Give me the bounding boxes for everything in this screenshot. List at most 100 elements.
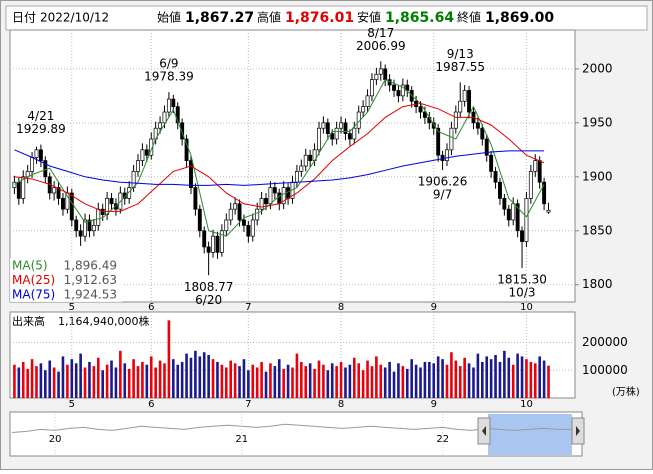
- candle-body: [281, 187, 286, 205]
- candle-body: [537, 160, 542, 183]
- legend-value: 1,896.49: [64, 259, 117, 273]
- volume-bar: [485, 356, 489, 398]
- handle-arrow: [576, 426, 580, 436]
- candle-body: [528, 171, 533, 199]
- candle-body: [480, 127, 485, 140]
- volume-bar: [88, 361, 91, 398]
- volume-bar: [238, 366, 241, 398]
- quote-value: 1,865.64: [385, 10, 454, 26]
- candle-body: [268, 187, 273, 205]
- date-label: 日付: [12, 11, 36, 25]
- candle-body: [74, 219, 79, 232]
- volume-bar: [141, 361, 144, 398]
- candle-body: [378, 68, 383, 75]
- candle-body: [189, 160, 193, 188]
- x-tick-label: 8: [338, 302, 344, 313]
- volume-unit: (万株): [612, 385, 640, 398]
- candle-body: [365, 95, 370, 107]
- volume-bar: [273, 366, 277, 398]
- volume-total: 1,164,940,000株: [58, 314, 149, 328]
- volume-bar: [450, 352, 453, 398]
- x-tick-label: 22: [436, 434, 449, 445]
- volume-bar: [167, 320, 171, 398]
- candle-body: [317, 127, 321, 151]
- candle-body: [506, 208, 511, 221]
- volume-bar: [330, 363, 334, 398]
- x-tick-label: 6: [148, 399, 154, 410]
- candle-body: [352, 127, 357, 140]
- candle-body: [493, 171, 498, 183]
- annotation-date: 8/17: [367, 26, 394, 40]
- volume-bar: [13, 364, 16, 398]
- volume-bar: [458, 366, 462, 398]
- candle-body: [158, 122, 163, 129]
- annotation-value: 2006.99: [356, 39, 406, 53]
- volume-bar: [26, 368, 29, 398]
- candle-body: [498, 181, 502, 199]
- candle-body: [250, 219, 255, 237]
- legend-name: MA(75): [12, 288, 55, 302]
- volume-bar: [48, 360, 52, 398]
- y-tick-label: 2000: [582, 61, 613, 75]
- candle-body: [489, 154, 494, 172]
- candle-body: [440, 154, 445, 161]
- volume-bar: [313, 368, 316, 398]
- annotation-date: 6/9: [159, 57, 178, 71]
- volume-bar: [405, 368, 409, 398]
- candle-body: [325, 122, 330, 134]
- handle-arrow: [482, 426, 486, 436]
- x-tick-label: 10: [520, 399, 533, 410]
- candle-body: [100, 208, 105, 215]
- volume-bar: [260, 361, 263, 398]
- volume-bar: [101, 370, 104, 398]
- candle-body: [484, 138, 489, 156]
- quote-label: 終値: [457, 10, 481, 25]
- candle-body: [339, 122, 344, 129]
- candle-body: [144, 149, 149, 156]
- y-tick-label: 1850: [582, 223, 613, 237]
- candle-body: [392, 84, 396, 91]
- volume-bar: [269, 363, 272, 398]
- annotation-value: 1808.77: [184, 280, 234, 294]
- volume-bar: [123, 363, 127, 398]
- candle-body: [228, 208, 233, 221]
- candle-body: [546, 209, 551, 213]
- window: [488, 414, 572, 455]
- candle-body: [166, 98, 171, 113]
- quote-value: 1,867.27: [185, 10, 254, 26]
- candle-body: [475, 122, 480, 129]
- volume-bar: [189, 357, 193, 398]
- candle-body: [533, 160, 538, 172]
- date: 2022/10/12: [40, 11, 109, 25]
- candle-body: [16, 181, 21, 199]
- volume-bar: [419, 367, 422, 398]
- candle-body: [361, 106, 366, 113]
- volume-bar: [441, 359, 444, 398]
- volume-bar: [127, 368, 131, 398]
- candle-body: [193, 187, 198, 210]
- volume-bar: [211, 359, 215, 398]
- volume-bar: [163, 363, 166, 398]
- volume-bar: [291, 367, 294, 398]
- volume-bar: [525, 359, 528, 398]
- volume-bar: [105, 364, 109, 398]
- x-tick-label: 9: [431, 399, 437, 410]
- candle-body: [277, 192, 282, 205]
- candle-body: [405, 84, 410, 91]
- candle-body: [30, 157, 35, 172]
- candle-body: [202, 230, 207, 248]
- y-tick-label: 1800: [582, 277, 613, 291]
- volume-bar: [392, 371, 396, 398]
- volume-bar: [70, 359, 74, 398]
- candle-body: [294, 171, 299, 183]
- volume-bar: [304, 366, 308, 398]
- candle-body: [436, 127, 441, 156]
- candle-body: [105, 198, 110, 215]
- volume-bar: [57, 371, 60, 398]
- volume-bar: [136, 366, 140, 398]
- volume-bar: [198, 356, 202, 398]
- x-tick-label: 8: [338, 399, 344, 410]
- candle-body: [69, 192, 74, 221]
- candle-body: [458, 100, 463, 113]
- candle-body: [109, 198, 114, 205]
